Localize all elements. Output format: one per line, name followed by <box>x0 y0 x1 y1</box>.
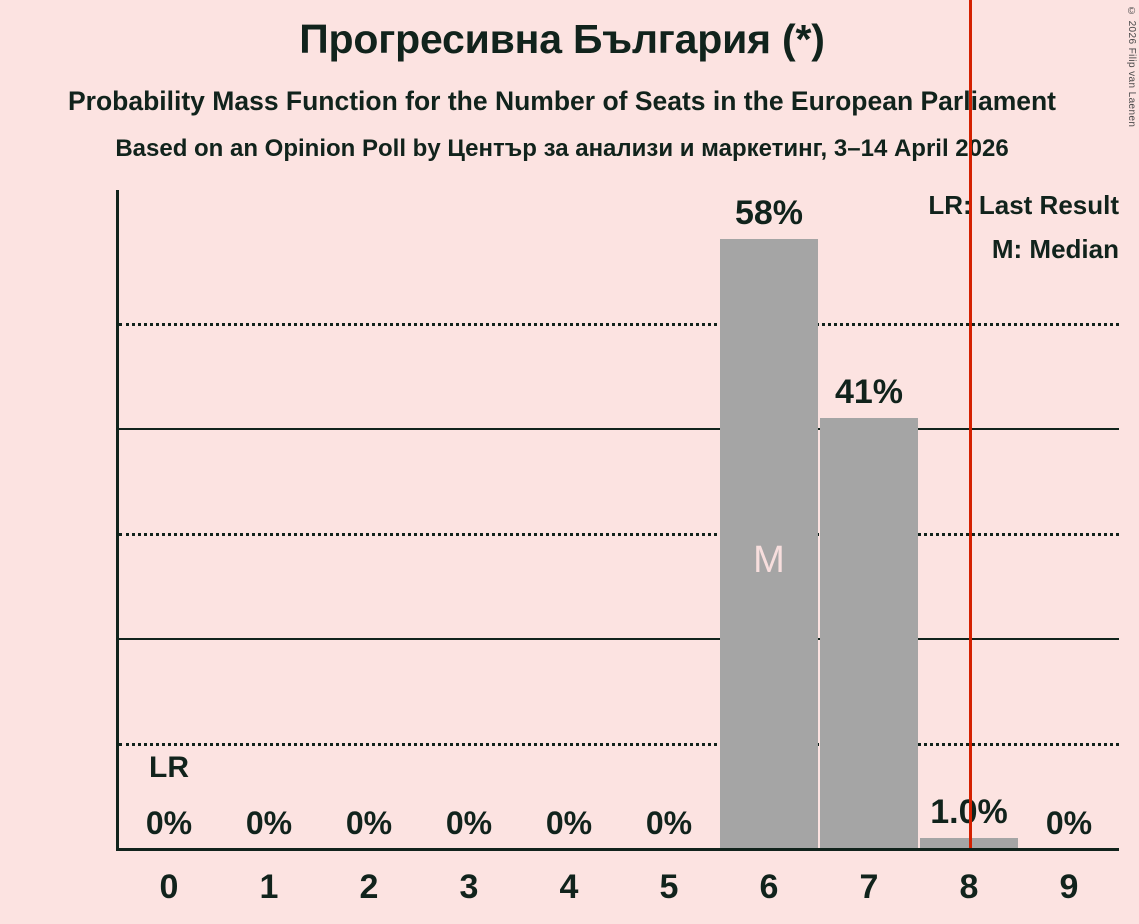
median-boundary-line <box>969 0 972 848</box>
x-axis-tick-label: 8 <box>959 868 979 906</box>
x-axis-line <box>116 848 1119 851</box>
x-axis-tick-label: 7 <box>859 868 879 906</box>
x-axis-tick-label: 6 <box>759 868 779 906</box>
gridline-solid <box>119 428 1119 431</box>
median-marker: M <box>753 539 785 582</box>
gridline-dotted <box>119 743 1119 747</box>
x-axis-tick-label: 1 <box>259 868 279 906</box>
chart-subtitle: Probability Mass Function for the Number… <box>67 86 1057 116</box>
page-title: Прогресивна България (*) <box>299 16 825 62</box>
x-axis-tick-label: 4 <box>559 868 579 906</box>
y-axis-line <box>116 190 119 848</box>
gridline-solid <box>119 638 1119 641</box>
legend-item-median: M: Median <box>991 234 1119 264</box>
bar: M <box>720 239 818 848</box>
x-axis-tick-label: 0 <box>159 868 179 906</box>
legend-item-last-result: LR: Last Result <box>928 190 1119 220</box>
x-axis-tick-label: 9 <box>1059 868 1079 906</box>
copyright-notice: © 2026 Filip van Laenen <box>1126 6 1137 128</box>
bar-value-label: 0% <box>145 805 193 841</box>
x-axis-tick-label: 5 <box>659 868 679 906</box>
bar-value-label: 0% <box>1045 805 1093 841</box>
plot-area: 20%40% 0%0%0%0%0%0%M58%41%1.0%0% LR <box>116 0 1119 851</box>
bar-value-label: 0% <box>445 805 493 841</box>
x-axis-tick-label: 3 <box>459 868 479 906</box>
chart-legend: LR: Last Result M: Median <box>928 183 1119 271</box>
bar-value-label: 0% <box>245 805 293 841</box>
bar-value-label: 0% <box>545 805 593 841</box>
gridline-dotted <box>119 533 1119 537</box>
gridline-dotted <box>119 323 1119 327</box>
bar-value-label: 0% <box>645 805 693 841</box>
last-result-marker: LR <box>149 751 189 785</box>
bar-value-label: 58% <box>734 194 804 233</box>
x-axis-tick-label: 2 <box>359 868 379 906</box>
bar-value-label: 41% <box>834 372 904 411</box>
bar-value-label: 0% <box>345 805 393 841</box>
bar <box>820 417 918 848</box>
chart-source-subtitle: Based on an Opinion Poll by Център за ан… <box>115 135 1009 162</box>
